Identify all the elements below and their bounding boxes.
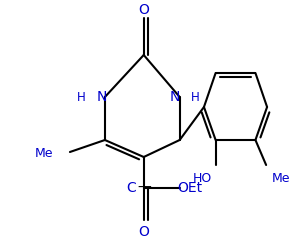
Text: Me: Me [35, 147, 53, 159]
Text: N: N [169, 90, 180, 104]
Text: O: O [138, 3, 149, 17]
Text: N: N [97, 90, 108, 104]
Text: H: H [77, 90, 86, 104]
Text: H: H [191, 90, 200, 104]
Text: HO: HO [193, 172, 212, 184]
Text: Me: Me [272, 172, 290, 184]
Text: OEt: OEt [177, 181, 202, 195]
Text: —: — [138, 181, 151, 195]
Text: C: C [126, 181, 136, 195]
Text: O: O [138, 225, 149, 239]
